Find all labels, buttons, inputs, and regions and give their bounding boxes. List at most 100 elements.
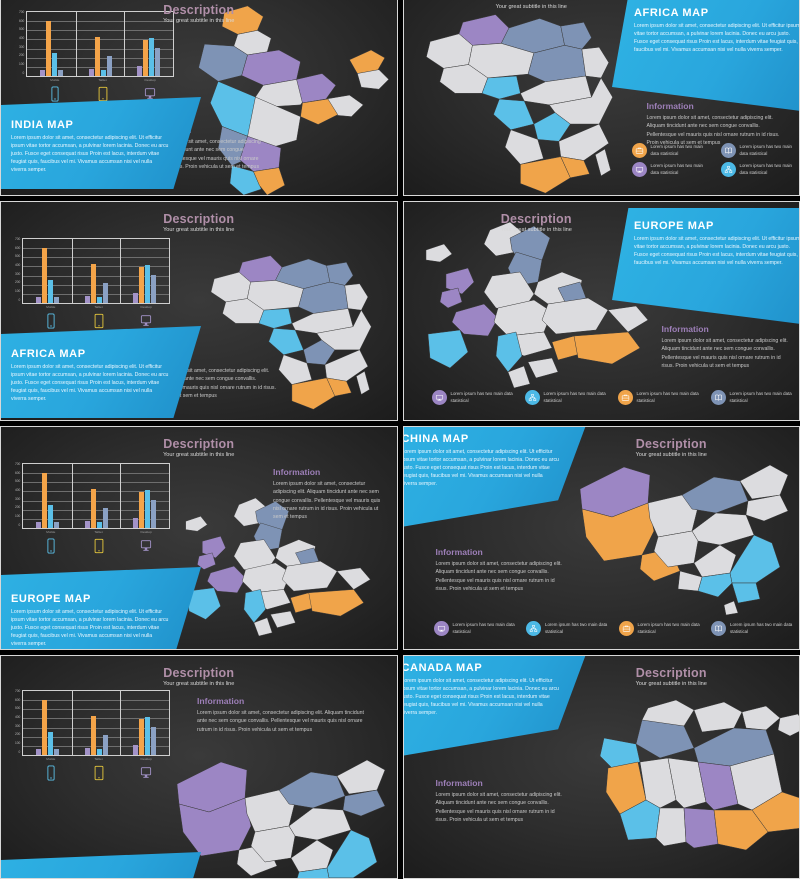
y-tick: 500: [15, 255, 20, 258]
phone-icon: [45, 538, 57, 554]
chart-y-axis: 700 600 500 400 300 200 100 0: [15, 238, 22, 302]
page-subtitle: Your great subtitle in this line: [544, 452, 800, 458]
monitor-icon: [140, 538, 152, 554]
bar-chart[interactable]: 700 600 500 400 300 200 100 0: [15, 463, 170, 554]
slide-china[interactable]: Description Your great subtitle in this …: [403, 426, 800, 650]
chart-legend: [15, 538, 170, 554]
europe-map-ribbon[interactable]: EUROPE MAP Lorem ipsum dolor sit amet, c…: [0, 567, 201, 650]
information-text: Lorem ipsum dolor sit amet, consectetur …: [273, 480, 385, 522]
monitor-icon: [432, 390, 447, 405]
information-block: Information Lorem ipsum dolor sit amet, …: [662, 324, 792, 370]
page-title: Description: [1, 666, 397, 680]
ribbon-text: Lorem ipsum dolor sit amet, consectetur …: [11, 134, 169, 174]
badge-network[interactable]: Lorem ipsum has two main data statistica…: [526, 621, 609, 636]
information-block: Information Lorem ipsum dolor sit amet, …: [647, 101, 789, 147]
slide-europe-2[interactable]: Description Your great subtitle in this …: [0, 426, 398, 650]
badge-briefcase[interactable]: Lorem ipsum has two main data statistica…: [619, 621, 702, 636]
page-title: Description: [544, 437, 800, 451]
book-icon: [711, 621, 726, 636]
page-subtitle: Your great subtitle in this line: [1, 681, 397, 687]
y-tick: 300: [15, 273, 20, 276]
bar-chart[interactable]: 700 600 500 400 300 200 100 0: [15, 238, 170, 329]
badge-briefcase[interactable]: Lorem ipsum has two main data statistica…: [632, 143, 711, 158]
badge-briefcase[interactable]: Lorem ipsum has two main data statistica…: [618, 390, 701, 405]
china-map[interactable]: [171, 746, 398, 879]
africa-map-ribbon[interactable]: AFRICA MAP Lorem ipsum dolor sit amet, c…: [0, 326, 201, 418]
book-icon: [711, 390, 726, 405]
page-title: Description: [1, 212, 397, 226]
africa-map[interactable]: [416, 5, 646, 196]
slide-africa-1[interactable]: Description Your great subtitle in this …: [403, 0, 800, 196]
y-tick: 100: [19, 63, 24, 66]
tablet-icon: [93, 765, 105, 781]
y-tick: 400: [15, 489, 20, 492]
information-title: Information: [662, 324, 792, 334]
badge-label: Lorem ipsum has two main data statistica…: [651, 163, 711, 176]
badge-label: Lorem ipsum has two main data statistica…: [544, 391, 608, 404]
chart-x-labels: Mobile Tablet Desktop: [19, 78, 174, 82]
ribbon-text: Lorem ipsum dolor sit amet, consectetur …: [403, 677, 560, 717]
slide-canada[interactable]: Description Your great subtitle in this …: [403, 655, 800, 879]
ribbon-text: Lorem ipsum dolor sit amet, consectetur …: [634, 22, 800, 54]
page-title: Description: [1, 437, 397, 451]
information-block: Information Lorem ipsum dolor sit amet, …: [436, 778, 566, 824]
y-tick: 600: [15, 247, 20, 250]
y-tick: 200: [15, 281, 20, 284]
badge-network[interactable]: Lorem ipsum has two main data statistica…: [721, 162, 800, 177]
tablet-icon: [93, 538, 105, 554]
stat-badges: Lorem ipsum has two main data statistica…: [432, 390, 794, 405]
slide-india[interactable]: Description Your great subtitle in this …: [0, 0, 398, 196]
y-tick: 700: [15, 690, 20, 693]
badge-book[interactable]: Lorem ipsum has two main data statistica…: [721, 143, 800, 158]
y-tick: 0: [23, 72, 25, 75]
bar-group-mobile: [23, 239, 72, 303]
x-label: Mobile: [27, 305, 75, 309]
slide-china-2[interactable]: Description Your great subtitle in this …: [0, 655, 398, 879]
slide-africa-2[interactable]: Description Your great subtitle in this …: [0, 201, 398, 421]
y-tick: 0: [19, 751, 21, 754]
page-title: Description: [544, 666, 800, 680]
monitor-icon: [140, 765, 152, 781]
badge-label: Lorem ipsum has two main data statistica…: [740, 163, 800, 176]
network-icon: [526, 621, 541, 636]
slide-header: Description Your great subtitle in this …: [404, 212, 670, 233]
canada-map[interactable]: [590, 696, 800, 866]
legend-tablet: [75, 538, 123, 554]
india-map-ribbon[interactable]: INDIA MAP Lorem ipsum dolor sit amet, co…: [0, 97, 201, 189]
badge-monitor[interactable]: Lorem ipsum has two main data statistica…: [632, 162, 711, 177]
y-tick: 700: [15, 463, 20, 466]
page-subtitle: Your great subtitle in this line: [1, 18, 397, 24]
badge-book[interactable]: Lorem ipsum has two main data statistica…: [711, 390, 794, 405]
network-icon: [721, 162, 736, 177]
china-map[interactable]: [574, 451, 800, 621]
legend-mobile: [27, 765, 75, 781]
badge-network[interactable]: Lorem ipsum has two main data statistica…: [525, 390, 608, 405]
chart-bar-groups: [23, 691, 169, 755]
x-label: Tablet: [75, 757, 123, 761]
bar-group-desktop: [120, 464, 169, 528]
tablet-icon: [93, 313, 105, 329]
y-tick: 100: [15, 515, 20, 518]
ribbon-text: Lorem ipsum dolor sit amet, consectetur …: [11, 363, 169, 403]
slide-europe-1[interactable]: Description Your great subtitle in this …: [403, 201, 800, 421]
legend-mobile: [27, 313, 75, 329]
badge-monitor[interactable]: Lorem ipsum has two main data statistica…: [434, 621, 517, 636]
monitor-icon: [434, 621, 449, 636]
y-tick: 400: [19, 37, 24, 40]
ribbon-title: CANADA MAP: [403, 662, 560, 674]
briefcase-icon: [618, 390, 633, 405]
x-label: Desktop: [126, 78, 174, 82]
badge-monitor[interactable]: Lorem ipsum has two main data statistica…: [432, 390, 515, 405]
y-tick: 500: [15, 707, 20, 710]
chart-x-labels: Mobile Tablet Desktop: [15, 757, 170, 761]
badge-label: Lorem ipsum has two main data statistica…: [453, 622, 517, 635]
bar-group-tablet: [72, 691, 121, 755]
chart-x-labels: Mobile Tablet Desktop: [15, 530, 170, 534]
bar-chart[interactable]: 700 600 500 400 300 200 100 0: [19, 11, 174, 102]
badge-label: Lorem ipsum has two main data statistica…: [451, 391, 515, 404]
bar-chart[interactable]: 700 600 500 400 300 200 100 0: [15, 690, 170, 781]
phone-icon: [45, 765, 57, 781]
chart-y-axis: 700 600 500 400 300 200 100 0: [15, 463, 22, 527]
badge-book[interactable]: Lorem ipsum has two main data statistica…: [711, 621, 794, 636]
chart-x-labels: Mobile Tablet Desktop: [15, 305, 170, 309]
